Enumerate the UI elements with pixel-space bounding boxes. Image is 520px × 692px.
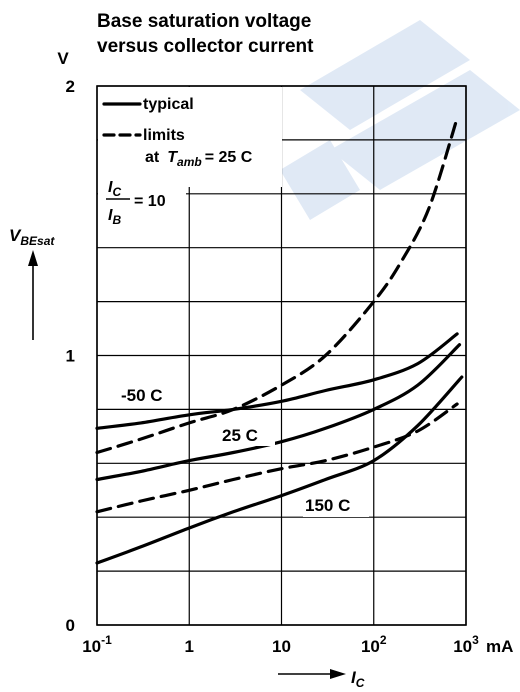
curve-label-minus50: -50 C <box>119 384 169 406</box>
svg-text:IC: IC <box>108 179 121 199</box>
legend-condition: at Tamb = 25 C <box>145 149 253 169</box>
x-axis-arrow <box>278 669 346 679</box>
y-axis-label: VBEsat <box>9 226 55 248</box>
svg-text:IB: IB <box>108 207 121 227</box>
svg-text:150 C: 150 C <box>305 496 350 515</box>
plot-frame <box>96 85 467 626</box>
legend-typical-label: typical <box>143 96 194 113</box>
limit-curve-3 <box>95 116 459 455</box>
svg-text:25 C: 25 C <box>222 426 258 445</box>
x-tick-label-3: 102 <box>361 633 387 656</box>
x-tick-label-2: 10 <box>272 637 291 656</box>
y-tick-labels: 0 1 2 <box>66 77 75 635</box>
curve-label-25: 25 C <box>219 424 275 446</box>
x-tick-label-0: 10-1 <box>82 633 112 656</box>
watermark-logo <box>280 20 520 220</box>
y-tick-label-1: 1 <box>66 347 75 366</box>
limit-curve-4 <box>95 402 459 514</box>
x-tick-label-1: 1 <box>185 637 194 656</box>
curves <box>95 116 464 565</box>
svg-text:-50 C: -50 C <box>121 386 163 405</box>
y-tick-label-2: 2 <box>66 77 75 96</box>
y-axis-arrow <box>28 250 38 340</box>
x-unit-label: mA <box>486 637 513 656</box>
x-tick-label-4: 103 <box>453 633 479 656</box>
curve-label-150: 150 C <box>303 493 369 517</box>
chart-title-line-2: versus collector current <box>97 36 314 57</box>
chart-title-line-1: Base saturation voltage <box>97 11 311 32</box>
legend-limits-label: limits <box>143 127 185 144</box>
typical-curve-2 <box>95 375 464 565</box>
y-unit-label: V <box>57 49 69 68</box>
current-ratio-annotation: IC IB = 10 <box>98 176 186 228</box>
typical-curve-0 <box>95 332 459 430</box>
typical-curve-1 <box>95 343 462 482</box>
x-axis-label: IC <box>351 668 365 690</box>
y-tick-label-0: 0 <box>66 616 75 635</box>
x-tick-labels: 10-1 1 10 102 103 <box>82 633 479 656</box>
svg-text:= 10: = 10 <box>134 193 166 210</box>
